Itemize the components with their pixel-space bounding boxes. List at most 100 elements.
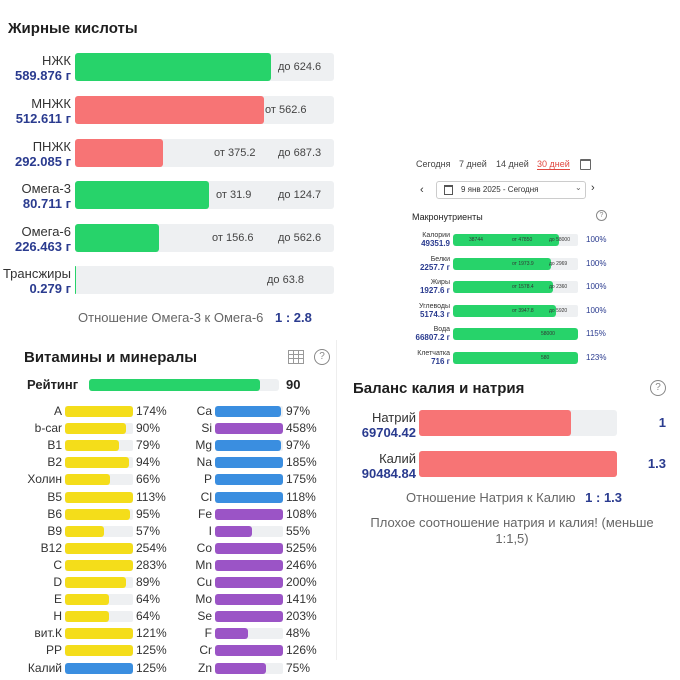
vitamin-fill bbox=[65, 542, 133, 554]
vitamin-bar bbox=[65, 457, 133, 469]
date-picker[interactable]: 9 янв 2025 - Сегодня ⌄ bbox=[436, 181, 586, 199]
vitamin-bar bbox=[65, 611, 133, 623]
vitamin-label: PP bbox=[45, 643, 62, 658]
vitamin-label: B12 bbox=[40, 540, 62, 555]
vitamin-fill bbox=[215, 611, 283, 623]
vitamins-panel: Витамины и минералы ? Рейтинг 90 A 174% b-… bbox=[0, 340, 337, 675]
fatty-acid-name: МНЖК bbox=[31, 96, 71, 111]
fatty-acid-label: ПНЖК 292.085 г bbox=[0, 139, 71, 169]
macro-name: Клетчатка bbox=[417, 349, 450, 357]
vitamin-percent: 125% bbox=[136, 643, 167, 658]
balance-bar bbox=[419, 451, 617, 477]
macro-min: от 47850 bbox=[512, 237, 533, 243]
macro-bar: от 1578.4 до 2360 bbox=[453, 281, 578, 293]
vitamin-percent: 66% bbox=[136, 472, 161, 487]
vitamin-label: b-car bbox=[34, 421, 62, 436]
macro-max: до 5920 bbox=[549, 307, 568, 314]
vitamin-bar bbox=[215, 628, 283, 640]
vitamin-bar bbox=[65, 508, 133, 520]
vitamin-percent: 246% bbox=[286, 557, 317, 572]
fatty-acids-title: Жирные кислоты bbox=[8, 20, 138, 37]
help-icon[interactable]: ? bbox=[314, 349, 330, 365]
macro-fill bbox=[453, 304, 556, 317]
vitamin-bar bbox=[215, 406, 283, 417]
vitamin-bar bbox=[215, 559, 283, 571]
vitamin-label: Mo bbox=[195, 592, 212, 607]
balance-name: Натрий bbox=[371, 410, 416, 425]
vitamin-label: B2 bbox=[47, 455, 62, 470]
macro-help-icon[interactable]: ? bbox=[596, 210, 607, 221]
vitamin-fill bbox=[65, 525, 104, 537]
vitamin-fill bbox=[65, 423, 127, 435]
vitamin-percent: 97% bbox=[286, 438, 311, 453]
rating-label: Рейтинг bbox=[27, 377, 79, 392]
date-label: 9 янв 2025 - Сегодня bbox=[461, 185, 539, 194]
balance-panel: Баланс калия и натрия ? Натрий 69704.42 1 К… bbox=[340, 372, 680, 552]
vitamin-bar bbox=[65, 628, 133, 640]
macro-min: от 3947.8 bbox=[512, 307, 534, 314]
macro-value: 2257.7 г bbox=[419, 262, 450, 272]
macro-bar: 38744 от 47850 до 58000 bbox=[453, 234, 578, 246]
vitamin-label: Mg bbox=[195, 438, 212, 453]
vitamin-bar bbox=[215, 594, 283, 606]
vitamin-bar bbox=[215, 474, 283, 486]
vitamin-label: C bbox=[53, 557, 62, 572]
macro-percent: 123% bbox=[586, 352, 607, 362]
fatty-acid-fill bbox=[75, 53, 271, 81]
vitamin-fill bbox=[65, 406, 133, 417]
vitamin-bar bbox=[65, 491, 133, 503]
vitamin-bar bbox=[65, 423, 133, 435]
macro-percent: 100% bbox=[586, 235, 607, 244]
vitamin-bar bbox=[215, 645, 283, 657]
vitamin-label: Cr bbox=[199, 643, 212, 658]
macro-label: Углеводы 5174.3 г bbox=[406, 303, 450, 319]
calendar-icon[interactable] bbox=[580, 159, 591, 170]
fatty-acid-fill bbox=[75, 266, 77, 294]
macro-max: 580 bbox=[541, 354, 550, 361]
period-tab[interactable]: Сегодня bbox=[416, 159, 451, 169]
macro-bar: от 1973.9 до 2969 bbox=[453, 257, 578, 270]
balance-fill bbox=[419, 451, 617, 477]
vitamin-fill bbox=[215, 406, 281, 417]
macro-label: Белки 2257.7 г bbox=[406, 256, 450, 272]
vitamin-percent: 90% bbox=[136, 421, 161, 436]
vitamin-bar bbox=[215, 457, 283, 469]
macro-bar: 580 bbox=[453, 351, 578, 364]
fatty-acid-name: Омега-3 bbox=[21, 181, 71, 196]
vitamin-label: вит.К bbox=[34, 626, 62, 641]
date-picker-icon bbox=[444, 185, 453, 195]
period-tab[interactable]: 30 дней bbox=[537, 159, 570, 170]
balance-help-icon[interactable]: ? bbox=[650, 380, 666, 396]
vitamin-percent: 97% bbox=[286, 404, 311, 418]
table-view-icon[interactable] bbox=[288, 350, 304, 364]
vitamin-percent: 55% bbox=[286, 523, 311, 538]
vitamin-fill bbox=[215, 525, 253, 537]
vitamin-fill bbox=[215, 457, 283, 469]
vitamin-bar bbox=[215, 525, 283, 537]
vitamin-fill bbox=[215, 662, 266, 674]
next-date-button[interactable]: › bbox=[591, 182, 595, 194]
period-tab[interactable]: 14 дней bbox=[496, 159, 529, 169]
vitamin-percent: 126% bbox=[286, 643, 317, 658]
vitamin-label: B1 bbox=[47, 438, 62, 453]
vitamin-label: Cu bbox=[196, 575, 212, 589]
vitamin-percent: 89% bbox=[136, 575, 161, 589]
vitamin-label: Co bbox=[196, 540, 212, 555]
vitamin-label: P bbox=[203, 472, 212, 487]
vitamin-label: Na bbox=[196, 455, 212, 470]
vitamin-fill bbox=[65, 440, 119, 452]
vitamin-label: B6 bbox=[47, 506, 62, 521]
fatty-acid-max: от 562.6 bbox=[265, 104, 307, 116]
vitamin-percent: 185% bbox=[286, 455, 317, 470]
vitamin-percent: 174% bbox=[136, 404, 167, 418]
fatty-acid-fill bbox=[75, 139, 164, 167]
prev-date-button[interactable]: ‹ bbox=[420, 184, 424, 196]
vitamin-fill bbox=[65, 662, 133, 674]
balance-value: 69704.42 bbox=[361, 425, 416, 440]
omega-ratio-value: 1 : 2.8 bbox=[275, 310, 312, 325]
period-tab[interactable]: 7 дней bbox=[459, 159, 487, 169]
macro-value: 716 г bbox=[431, 356, 450, 366]
vitamin-label: A bbox=[53, 404, 62, 418]
vitamin-percent: 458% bbox=[286, 421, 317, 436]
fatty-acid-name: НЖК bbox=[42, 53, 71, 68]
